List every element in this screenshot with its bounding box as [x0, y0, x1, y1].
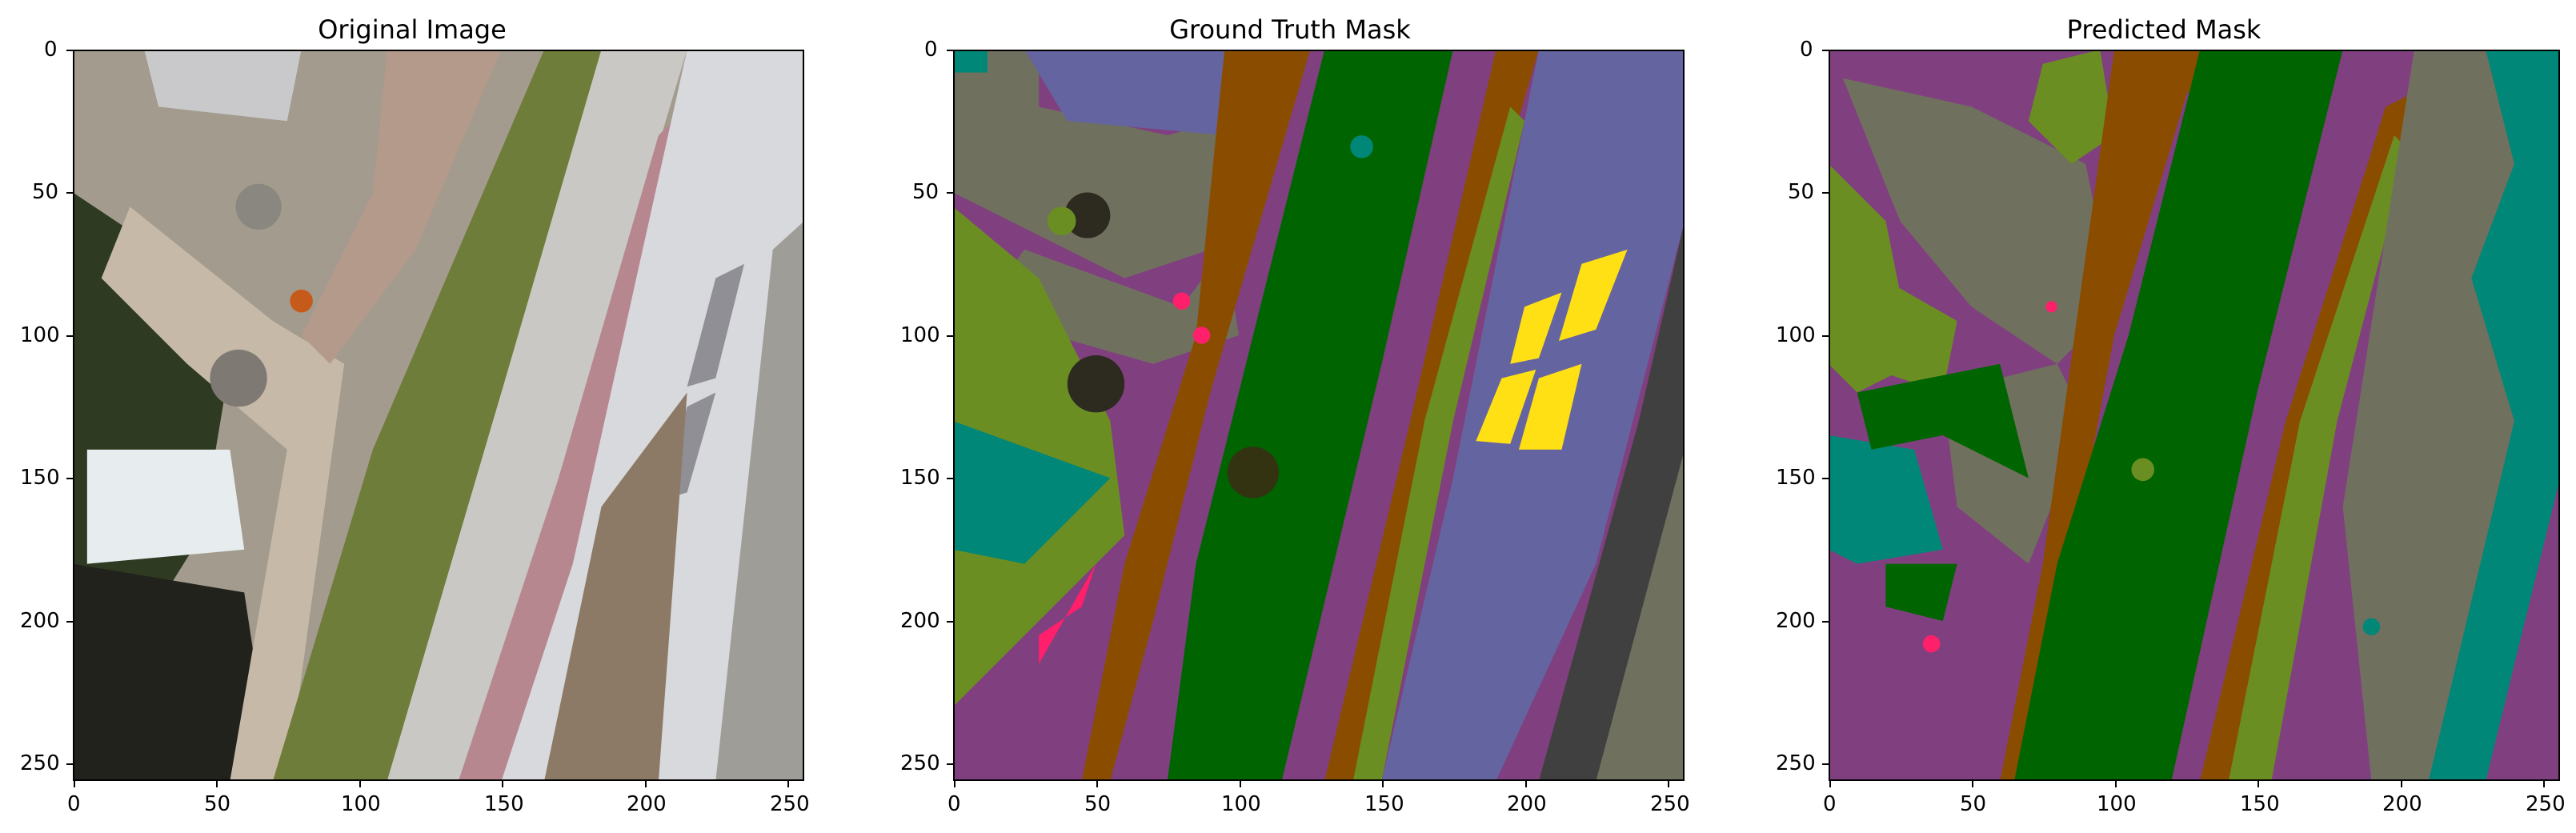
ytick-label: 100 — [1776, 323, 1816, 347]
ytick-mark — [947, 50, 953, 51]
xtick-label: 0 — [947, 792, 961, 816]
xtick-mark — [1240, 781, 1241, 787]
panel-title: Ground Truth Mask — [1169, 14, 1411, 45]
xtick-mark — [2543, 781, 2545, 787]
xtick-label: 250 — [2526, 792, 2566, 816]
xtick-label: 150 — [2240, 792, 2280, 816]
xtick-label: 250 — [770, 792, 810, 816]
xtick-label: 50 — [1084, 792, 1112, 816]
xtick-mark — [787, 781, 789, 787]
original-image — [73, 50, 804, 781]
ytick-mark — [1822, 478, 1829, 479]
xtick-mark — [74, 781, 75, 787]
ytick-label: 150 — [20, 466, 60, 490]
xtick-label: 250 — [1650, 792, 1690, 816]
ytick-label: 200 — [900, 609, 940, 633]
ytick-mark — [1822, 621, 1829, 623]
ytick-mark — [1822, 335, 1829, 337]
ytick-label: 100 — [20, 323, 60, 347]
ytick-label: 250 — [1776, 751, 1816, 775]
xtick-label: 50 — [204, 792, 231, 816]
ytick-label: 100 — [900, 323, 940, 347]
ground-truth-mask — [953, 50, 1685, 781]
ytick-label: 150 — [1776, 466, 1816, 490]
ytick-mark — [1822, 50, 1829, 51]
ytick-mark — [66, 621, 73, 623]
ytick-label: 50 — [32, 180, 59, 204]
xtick-mark — [359, 781, 361, 787]
panel-ground-truth: Ground Truth Mask — [878, 0, 1702, 833]
xtick-label: 200 — [2382, 792, 2422, 816]
xtick-mark — [1972, 781, 1973, 787]
xtick-label: 200 — [1507, 792, 1547, 816]
ytick-label: 0 — [924, 38, 938, 62]
ytick-mark — [1822, 192, 1829, 194]
xtick-mark — [2401, 781, 2402, 787]
ytick-label: 0 — [44, 38, 58, 62]
ytick-mark — [1822, 763, 1829, 765]
panel-predicted: Predicted Mask — [1752, 0, 2576, 833]
ytick-mark — [66, 192, 73, 194]
xtick-mark — [502, 781, 503, 787]
xtick-label: 100 — [2097, 792, 2137, 816]
ytick-label: 150 — [900, 466, 940, 490]
xtick-label: 150 — [484, 792, 524, 816]
xtick-label: 150 — [1364, 792, 1404, 816]
ytick-mark — [66, 763, 73, 765]
gt-mask-svg — [953, 50, 1685, 781]
panel-title: Original Image — [318, 14, 507, 45]
original-photo-svg — [73, 50, 804, 781]
ytick-label: 250 — [20, 751, 60, 775]
xtick-label: 100 — [1221, 792, 1261, 816]
xtick-mark — [645, 781, 647, 787]
xtick-mark — [2258, 781, 2259, 787]
xtick-label: 200 — [627, 792, 667, 816]
ytick-mark — [947, 478, 953, 479]
xtick-mark — [1382, 781, 1384, 787]
xtick-mark — [1668, 781, 1669, 787]
panel-original: Original Image — [0, 0, 824, 833]
xtick-mark — [1096, 781, 1098, 787]
xtick-mark — [216, 781, 218, 787]
ytick-mark — [947, 621, 953, 623]
ytick-mark — [66, 478, 73, 479]
xtick-label: 0 — [67, 792, 81, 816]
xtick-mark — [1525, 781, 1527, 787]
xtick-label: 0 — [1823, 792, 1837, 816]
xtick-mark — [1829, 781, 1831, 787]
ytick-mark — [947, 763, 953, 765]
panel-title: Predicted Mask — [2066, 14, 2262, 45]
predicted-mask — [1829, 50, 2560, 781]
ytick-mark — [947, 335, 953, 337]
ytick-mark — [66, 335, 73, 337]
ytick-label: 200 — [20, 609, 60, 633]
ytick-label: 200 — [1776, 609, 1816, 633]
xtick-label: 100 — [341, 792, 381, 816]
xtick-label: 50 — [1960, 792, 1987, 816]
ytick-mark — [66, 50, 73, 51]
ytick-label: 250 — [900, 751, 940, 775]
xtick-mark — [2115, 781, 2117, 787]
pred-mask-svg — [1829, 50, 2560, 781]
ytick-mark — [947, 192, 953, 194]
xtick-mark — [954, 781, 955, 787]
ytick-label: 50 — [1788, 180, 1815, 204]
ytick-label: 50 — [912, 180, 939, 204]
ytick-label: 0 — [1800, 38, 1813, 62]
